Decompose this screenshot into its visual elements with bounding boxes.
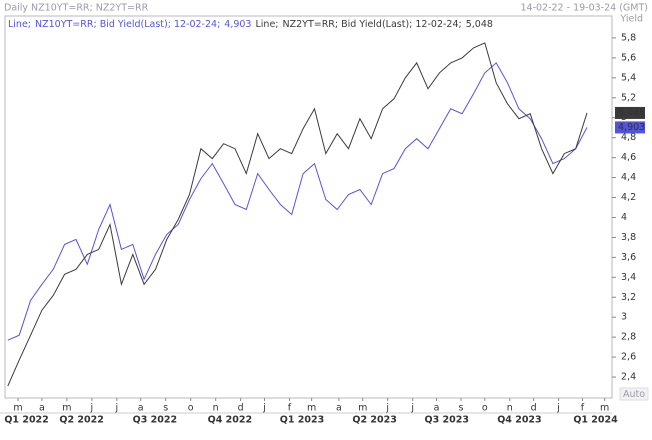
- legend: Line; NZ10YT=RR; Bid Yield(Last); 12-02-2…: [8, 19, 493, 30]
- x-tick-label: m: [307, 403, 316, 414]
- y-tick-label: 4,4: [621, 172, 636, 183]
- legend-prefix: Line;: [255, 19, 278, 30]
- scale-mode[interactable]: Auto: [623, 389, 645, 400]
- series-line: [7, 62, 588, 341]
- legend-suffix: ; Bid Yield(Last); 12-02-24;: [93, 19, 220, 30]
- x-tick-label: n: [507, 403, 513, 414]
- y-tick-label: 4: [621, 212, 627, 223]
- x-tick-label: s: [163, 403, 168, 414]
- quarter-label: Q4 2023: [497, 415, 541, 426]
- y-tick-label: 5,4: [621, 72, 636, 83]
- x-tick-label: m: [358, 403, 367, 414]
- quarter-label: Q2 2022: [59, 415, 103, 426]
- y-tick-label: 3,4: [621, 272, 636, 283]
- x-tick-label: f: [288, 403, 292, 414]
- x-tick-label: s: [458, 403, 463, 414]
- last-value-label: 5,048: [618, 107, 645, 118]
- legend-prefix: Line;: [8, 19, 31, 30]
- series-line: [7, 42, 588, 387]
- legend-suffix: ; Bid Yield(Last); 12-02-24;: [335, 19, 462, 30]
- legend-value: 4,903: [224, 19, 251, 30]
- last-value-box: [615, 106, 645, 119]
- y-tick-label: 4,6: [621, 152, 636, 163]
- last-value-label: 4,903: [618, 122, 645, 133]
- y-tick-label: 3,6: [621, 252, 636, 263]
- date-range: 14-02-22 - 19-03-24 (GMT): [520, 3, 648, 14]
- legend-value: 5,048: [466, 19, 493, 30]
- scale-mode-box[interactable]: [619, 387, 649, 401]
- x-tick-label: j: [262, 403, 266, 414]
- x-tick-label: a: [39, 403, 45, 414]
- y-tick-label: 4,2: [621, 192, 636, 203]
- x-tick-label: j: [556, 403, 560, 414]
- x-tick-label: j: [410, 403, 414, 414]
- y-tick-label: 2,6: [621, 352, 636, 363]
- y-axis-label: Yield: [619, 14, 643, 25]
- y-tick-label: 2,4: [621, 372, 636, 383]
- y-tick-label: 5,6: [621, 52, 636, 63]
- x-tick-label: a: [138, 403, 144, 414]
- y-tick-label: 4,8: [621, 132, 636, 143]
- x-tick-label: f: [581, 403, 585, 414]
- x-tick-label: j: [115, 403, 119, 414]
- x-tick-label: d: [238, 403, 244, 414]
- last-value-box: [615, 121, 645, 134]
- y-tick-label: 3,8: [621, 232, 636, 243]
- quarter-label: Q3 2022: [133, 415, 177, 426]
- x-tick-label: a: [336, 403, 342, 414]
- quarter-label: Q1 2022: [4, 415, 48, 426]
- quarter-label: Q1 2023: [280, 415, 324, 426]
- x-tick-label: d: [531, 403, 537, 414]
- chart-title: Daily NZ10YT=RR; NZ2YT=RR: [4, 3, 149, 14]
- y-tick-label: 5,2: [621, 92, 636, 103]
- x-tick-label: o: [482, 403, 488, 414]
- y-tick-label: 2,8: [621, 332, 636, 343]
- x-tick-label: n: [213, 403, 219, 414]
- quarter-label: Q1 2024: [573, 415, 618, 426]
- x-tick-label: m: [600, 403, 609, 414]
- legend-name: NZ10YT=RR: [35, 19, 94, 30]
- plot-frame: [4, 15, 613, 399]
- x-tick-label: j: [90, 403, 94, 414]
- y-tick-label: 3,2: [621, 292, 636, 303]
- legend-name: NZ2YT=RR: [282, 19, 335, 30]
- x-tick-label: o: [188, 403, 194, 414]
- x-tick-label: m: [62, 403, 71, 414]
- x-tick-label: a: [434, 403, 440, 414]
- quarter-label: Q4 2022: [208, 415, 252, 426]
- quarter-label: Q3 2023: [425, 415, 469, 426]
- x-tick-label: j: [385, 403, 389, 414]
- quarter-label: Q2 2023: [352, 415, 396, 426]
- x-tick-label: m: [13, 403, 22, 414]
- y-tick-label: 5,8: [621, 32, 636, 43]
- y-tick-label: 3: [621, 312, 627, 323]
